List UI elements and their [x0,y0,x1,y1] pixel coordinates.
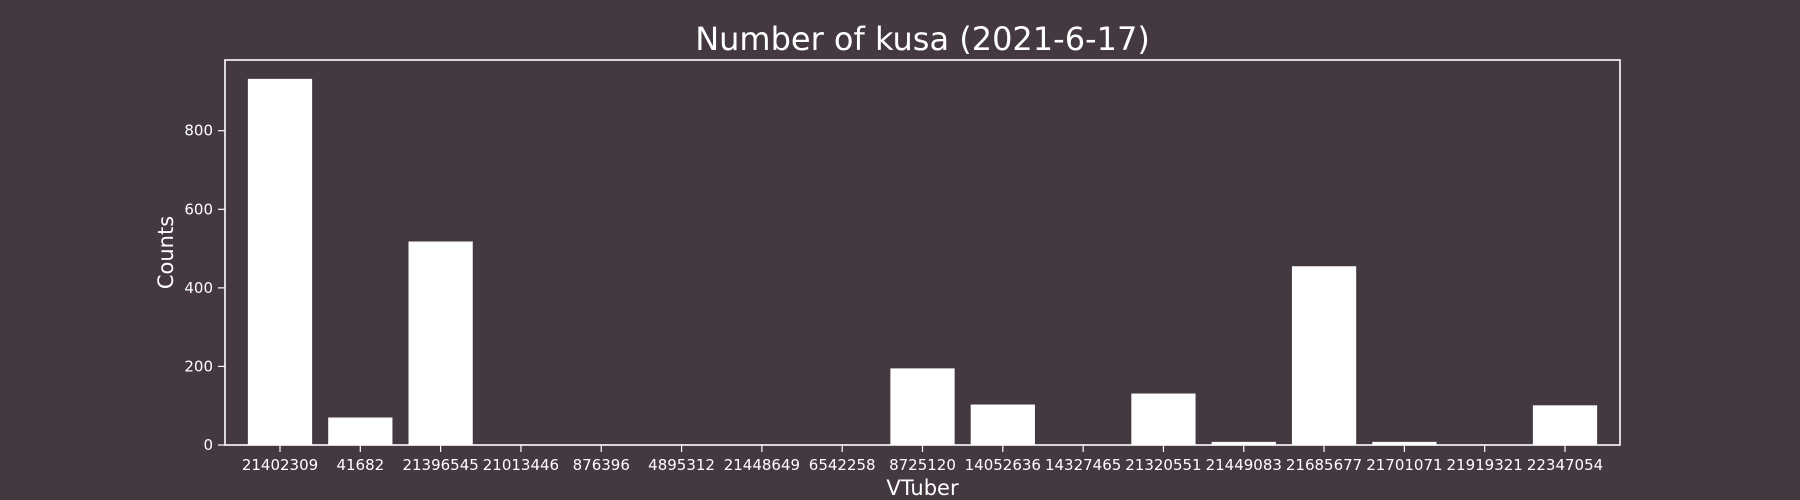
bar-21685677 [1291,266,1357,445]
y-tick-label: 0 [203,436,213,454]
x-tick-label: 6542258 [809,456,876,474]
x-tick-label: 21685677 [1286,456,1362,474]
x-tick-label: 21402309 [242,456,318,474]
chart-title: Number of kusa (2021-6-17) [695,20,1150,58]
x-tick-label: 21448649 [724,456,800,474]
x-tick-label: 14327465 [1045,456,1121,474]
bar-41682 [328,417,393,445]
x-tick-label: 21919321 [1447,456,1523,474]
x-tick-label: 4895312 [648,456,715,474]
bar-22347054 [1532,405,1598,445]
bar-21396545 [408,241,473,445]
plot-frame [224,59,1621,446]
bar-21402309 [247,78,313,445]
bar-14052636 [970,404,1035,445]
x-tick-label: 876396 [573,456,630,474]
bars-layer [247,78,1598,445]
x-tick-label: 21013446 [483,456,559,474]
x-axis: 21402309 41682 21396545 21013446 876396 48953… [242,445,1603,474]
x-tick-label: 21449083 [1206,456,1282,474]
x-tick-label: 22347054 [1527,456,1603,474]
x-axis-label: VTuber [886,476,959,500]
y-tick-label: 400 [184,279,213,297]
bar-21449083 [1211,441,1276,445]
y-tick-label: 200 [184,357,213,375]
x-tick-label: 8725120 [889,456,956,474]
x-tick-label: 14052636 [965,456,1041,474]
y-axis: 0 200 400 600 800 [184,122,225,454]
y-tick-label: 600 [184,200,213,218]
y-axis-label: Counts [154,216,178,289]
y-tick-label: 800 [184,122,213,140]
bar-21701071 [1372,441,1437,445]
x-tick-label: 41682 [336,456,384,474]
x-tick-label: 21320551 [1125,456,1201,474]
x-tick-label: 21701071 [1366,456,1442,474]
x-tick-label: 21396545 [402,456,478,474]
bar-8725120 [890,368,955,445]
bar-21320551 [1131,393,1196,445]
